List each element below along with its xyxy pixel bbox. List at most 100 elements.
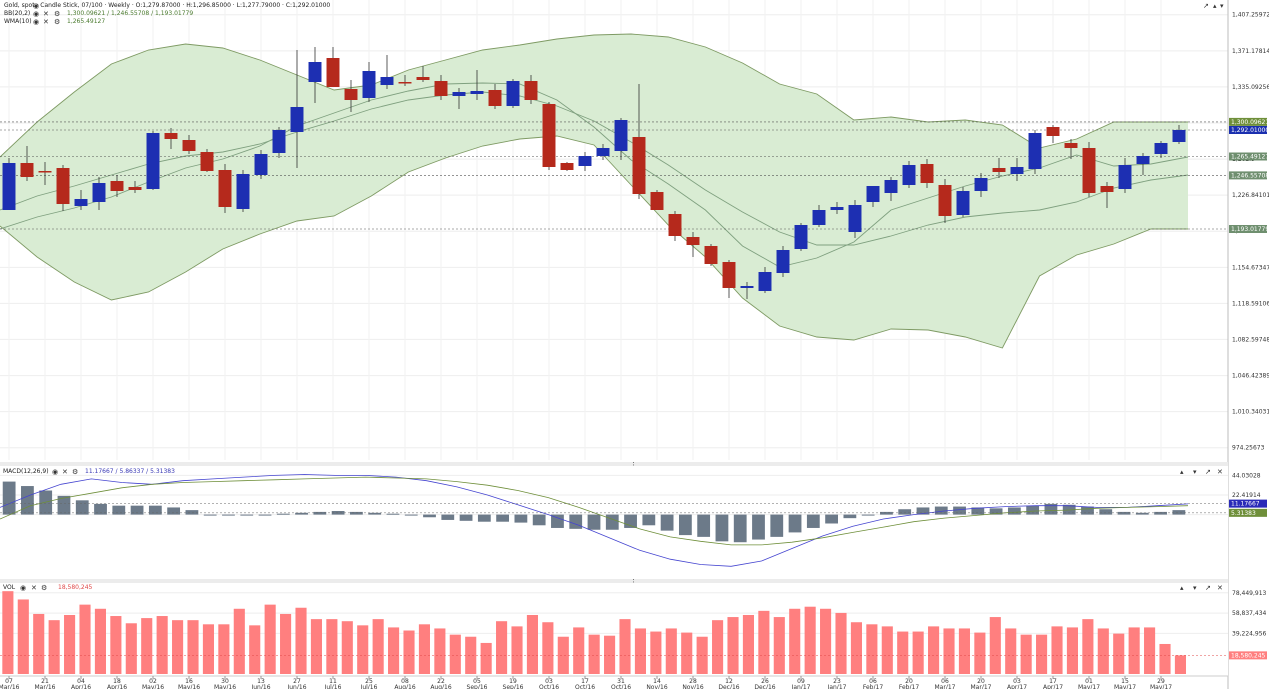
candle-up [740,286,754,288]
wma-controls[interactable]: ◉ ✕ ⚙ [33,18,60,26]
macd-histogram-bar [934,506,948,515]
close-icon[interactable]: ✕ [62,468,68,476]
arrow-down-icon[interactable]: ▾ [1193,584,1197,592]
gear-icon[interactable]: ⚙ [72,468,78,476]
time-tick-month: Dec/16 [754,684,775,689]
price-tag [1229,117,1267,126]
eye-icon[interactable]: ◉ [33,10,39,18]
time-tick-month: Jul/16 [360,684,378,689]
volume-bar [742,614,754,674]
volume-bar [542,622,554,674]
macd-histogram-bar [514,514,528,523]
candle-down [38,171,52,173]
candle-down [218,170,232,207]
close-icon[interactable]: ✕ [31,584,37,592]
time-tick-day: 16 [185,678,193,685]
volume-bar [1144,627,1156,674]
volume-bar [449,634,461,674]
eye-icon[interactable]: ◉ [52,468,58,476]
expand-icon[interactable]: ↗ [1205,468,1211,476]
price-tick-label: 1,407.25972 [1232,12,1269,19]
time-tick-month: May/17 [1150,684,1172,689]
time-tick-day: 03 [545,678,553,685]
volume-bar [1097,628,1109,674]
bollinger-upper-line [0,33,1188,158]
macd-tag [1229,508,1267,517]
time-tick-day: 26 [761,678,769,685]
macd-histogram-bar [368,512,382,515]
arrow-down-icon[interactable]: ▾ [1220,2,1224,10]
price-axis: 1,407.259721,371.178141,335.092561,299.0… [1227,0,1269,689]
price-tick-label: 974.25673 [1232,445,1265,452]
candle-up [2,163,16,210]
divider-bottom[interactable] [0,579,1228,583]
gear-icon[interactable]: ⚙ [41,584,47,592]
macd-tick-label: 22.41914 [1232,492,1261,499]
macd-histogram-bar [258,514,272,516]
macd-histogram-bar [2,481,16,515]
price-tick-label: 1,010.34031 [1232,409,1269,416]
volume-bar [1036,634,1048,674]
macd-histogram-bar [551,514,564,528]
bb-controls[interactable]: ◉ ✕ ⚙ [33,10,60,18]
volume-bar [912,631,924,674]
close-icon[interactable]: ✕ [1217,468,1223,476]
macd-histogram-bar [825,514,838,524]
arrow-up-icon[interactable]: ▴ [1213,2,1217,10]
macd-histogram-bar [953,506,966,515]
gear-icon[interactable]: ⚙ [54,10,60,18]
gear-icon[interactable]: ⚙ [54,18,60,26]
macd-tag-label: 5.31383 [1231,510,1256,517]
time-tick-day: 25 [365,678,373,685]
candle-up [308,62,322,82]
candle-up [956,191,970,215]
macd-controls[interactable]: ◉ ✕ ⚙ ▴ ▾ ↗ ✕ [52,468,1223,476]
volume-bar [17,599,29,674]
price-tag-label: 1,300.09621 [1231,119,1269,126]
candle-up [596,148,610,156]
price-tick-label: 1,371.17814 [1232,48,1269,55]
time-tick-day: 23 [833,678,841,685]
macd-histogram-bar [1026,505,1040,515]
bb-values: 1,300.09621 / 1,246.55708 / 1,193.01779 [67,10,193,17]
candle-up [884,180,898,193]
expand-icon[interactable]: ↗ [1205,584,1211,592]
arrow-up-icon[interactable]: ▴ [1180,468,1184,476]
time-tick-month: Feb/17 [863,684,883,689]
vol-controls[interactable]: ◉ ✕ ⚙ ▴ ▾ ↗ ✕ [20,584,1223,592]
close-icon[interactable]: ✕ [43,10,49,18]
wma-value: 1,265.49127 [67,18,105,25]
candle-down [938,185,952,216]
time-tick-month: Aug/16 [430,684,452,689]
candle-down [524,81,538,100]
candle-up [848,205,862,232]
main-header-controls[interactable]: ◉ ↗ ▴ ▾ [33,2,1224,10]
arrow-down-icon[interactable]: ▾ [1193,468,1197,476]
time-tick-month: Mar/16 [35,684,56,689]
volume-bar [403,630,415,674]
resize-icon[interactable]: ↗ [1203,2,1209,10]
time-tick-day: 31 [617,678,625,685]
volume-tick-label: 39,224,956 [1232,630,1267,637]
eye-icon[interactable]: ◉ [33,18,39,26]
candle-down [200,152,214,171]
candle-up [92,183,106,202]
volume-bar [650,631,662,674]
volume-bar [48,620,60,674]
close-icon[interactable]: ✕ [1217,584,1223,592]
drag-handle-icon[interactable]: ⋮ [630,461,637,469]
volume-bar [758,610,770,674]
eye-icon[interactable]: ◉ [33,2,39,10]
volume-bar [634,628,646,674]
divider-top[interactable] [0,462,1228,466]
candle-up [290,107,304,132]
close-icon[interactable]: ✕ [43,18,49,26]
time-tick-month: Oct/16 [575,684,595,689]
time-tick-day: 22 [437,678,445,685]
drag-handle-icon[interactable]: ⋮ [630,578,637,586]
candle-up [1154,143,1168,154]
arrow-up-icon[interactable]: ▴ [1180,584,1184,592]
eye-icon[interactable]: ◉ [20,584,26,592]
macd-histogram-bar [496,514,510,522]
